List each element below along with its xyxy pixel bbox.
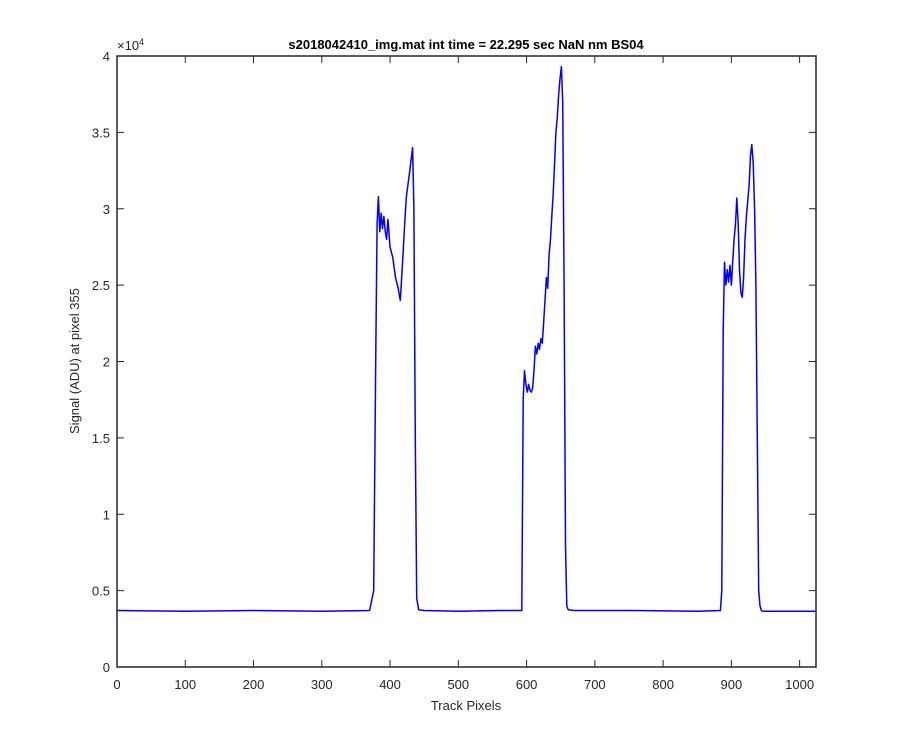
x-tick-label: 0 [113,677,120,692]
y-axis-ticks: 0 0.5 1 1.5 2 2.5 3 3.5 4 [92,49,816,675]
chart-title: s2018042410_img.mat int time = 22.295 se… [288,37,644,52]
y-tick-label: 3.5 [92,125,110,140]
y-tick-label: 3 [103,202,110,217]
x-axis-label: Track Pixels [431,698,502,713]
plot-area-background [117,56,816,667]
y-tick-label: 2.5 [92,278,110,293]
x-tick-label: 300 [311,677,333,692]
x-tick-label: 100 [174,677,196,692]
x-tick-label: 800 [652,677,674,692]
series-layer [116,65,816,612]
signal-series-line [116,65,816,612]
y-axis-exponent-power: 4 [139,37,144,47]
y-axis-label: Signal (ADU) at pixel 355 [67,288,82,434]
x-tick-label: 500 [447,677,469,692]
y-tick-label: 1.5 [92,431,110,446]
y-tick-label: 1 [103,507,110,522]
y-axis-exponent: ×104 [117,37,144,53]
x-tick-label: 600 [516,677,538,692]
y-axis-exponent-base: ×10 [117,38,139,53]
y-tick-label: 2 [103,355,110,370]
y-tick-label: 0.5 [92,584,110,599]
x-tick-label: 900 [721,677,743,692]
y-tick-label: 4 [103,49,110,64]
x-tick-label: 400 [379,677,401,692]
x-tick-label: 1000 [785,677,814,692]
x-axis-ticks: 0 100 200 300 400 500 600 700 800 900 1000 [113,56,814,692]
y-tick-label: 0 [103,660,110,675]
x-tick-label: 700 [584,677,606,692]
x-tick-label: 200 [243,677,265,692]
